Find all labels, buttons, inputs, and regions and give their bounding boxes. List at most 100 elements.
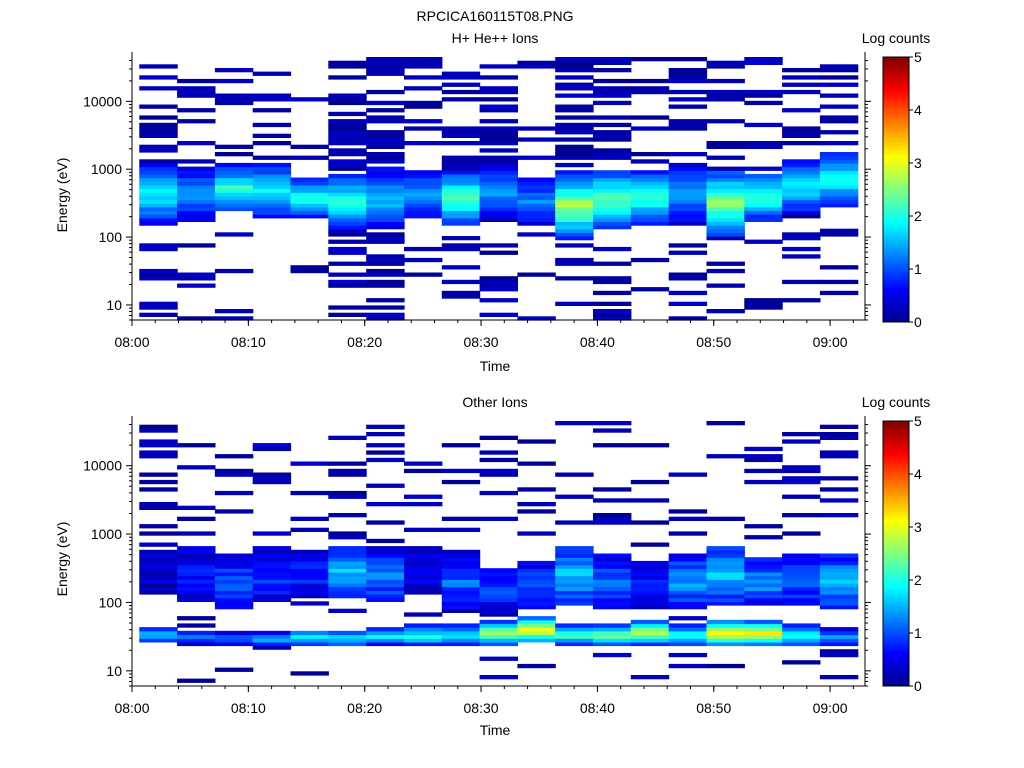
heatmap-cell [404,246,443,252]
heatmap-cell [782,564,821,569]
heatmap-cell [668,250,708,255]
y-axis-label: Energy (eV) [54,158,70,233]
heatmap-cell [404,641,443,647]
heatmap-cell [479,568,518,573]
heatmap-cell [177,582,216,588]
heatmap-cell [668,104,708,109]
colorbar-segment [883,242,909,246]
heatmap-cell [630,498,670,503]
heatmap-cell [441,579,481,584]
heatmap-cell [479,579,518,584]
heatmap-cell [630,199,670,204]
heatmap-cell [744,184,783,190]
colorbar-segment [883,247,909,251]
heatmap-cell [706,192,745,197]
heatmap-cell [479,597,518,602]
heatmap-cell [479,586,518,591]
heatmap-cell [441,170,481,175]
heatmap-cell [706,568,745,573]
heatmap-cell [555,225,594,230]
colorbar-segment [883,675,909,679]
heatmap-cell [668,272,708,277]
heatmap-cell [366,568,405,573]
heatmap-cell [366,557,405,562]
heatmap-cell [214,597,254,602]
heatmap-cell [252,443,292,448]
heatmap-cell [555,195,594,201]
heatmap-cell [819,155,859,160]
heatmap-cell [782,199,821,204]
heatmap-cell [366,177,405,182]
heatmap-cell [668,170,708,175]
heatmap-cell [139,479,178,485]
heatmap-cell [177,177,216,182]
heatmap-cell [177,678,216,683]
heatmap-cell [782,575,821,580]
colorbar-label: Log counts [862,30,931,46]
heatmap-cell [706,141,745,146]
heatmap-cell [404,104,443,109]
heatmap-cell [555,560,594,566]
colorbar-tick-label: 2 [914,572,922,588]
x-tick-label: 08:00 [114,700,149,716]
colorbar-segment [883,428,909,433]
heatmap-cell [819,553,859,558]
heatmap-cell [630,173,670,179]
heatmap-cell [252,188,292,193]
heatmap-cell [328,305,367,310]
heatmap-cell [706,236,745,241]
heatmap-cell [706,206,745,212]
heatmap-cell [328,119,367,124]
heatmap-cell [706,184,745,190]
heatmap-cell [517,126,556,131]
heatmap-cell [706,623,745,628]
heatmap-cell [555,93,594,98]
heatmap-cell [328,228,367,233]
heatmap-cell [706,619,745,625]
panel-title: H+ He++ Ions [452,30,539,46]
heatmap-cell [555,568,594,573]
heatmap-cell [290,188,329,193]
heatmap-cell [441,605,481,610]
heatmap-cell [366,203,405,208]
heatmap-cell [630,221,670,226]
colorbar-segment [883,611,909,615]
colorbar-segment [883,147,909,151]
panel-title: Other Ions [462,394,527,410]
heatmap-cell [366,57,405,62]
heatmap-cell [668,594,708,599]
heatmap-cell [479,126,518,131]
heatmap-cell [328,162,367,168]
heatmap-cell [819,649,859,654]
heatmap-cell [555,228,594,233]
heatmap-cell [366,166,405,171]
heatmap-cell [593,560,632,566]
heatmap-cell [139,272,178,277]
heatmap-cell [214,93,254,98]
heatmap-cell [593,276,632,281]
heatmap-cell [366,60,405,65]
heatmap-cell [668,203,708,208]
heatmap-cell [139,206,178,212]
heatmap-cell [366,553,405,558]
heatmap-cell [328,586,367,591]
heatmap-cell [744,144,783,149]
heatmap-cell [819,64,859,69]
heatmap-cell [177,86,216,91]
heatmap-cell [555,82,594,87]
colorbar-frame [882,420,910,687]
colorbar-segment [883,426,909,430]
colorbar-segment [883,292,909,296]
heatmap-cell [441,82,481,87]
heatmap-cell [555,173,594,179]
heatmap-cell [139,177,178,182]
heatmap-cell [782,439,821,444]
x-tick-label: 08:30 [464,334,499,350]
heatmap-cell [366,71,405,76]
heatmap-cell [555,144,594,149]
heatmap-cell [479,619,518,625]
heatmap-cell [177,590,216,595]
heatmap-cell [630,582,670,588]
heatmap-cell [177,597,216,602]
colorbar-segment [883,229,909,233]
